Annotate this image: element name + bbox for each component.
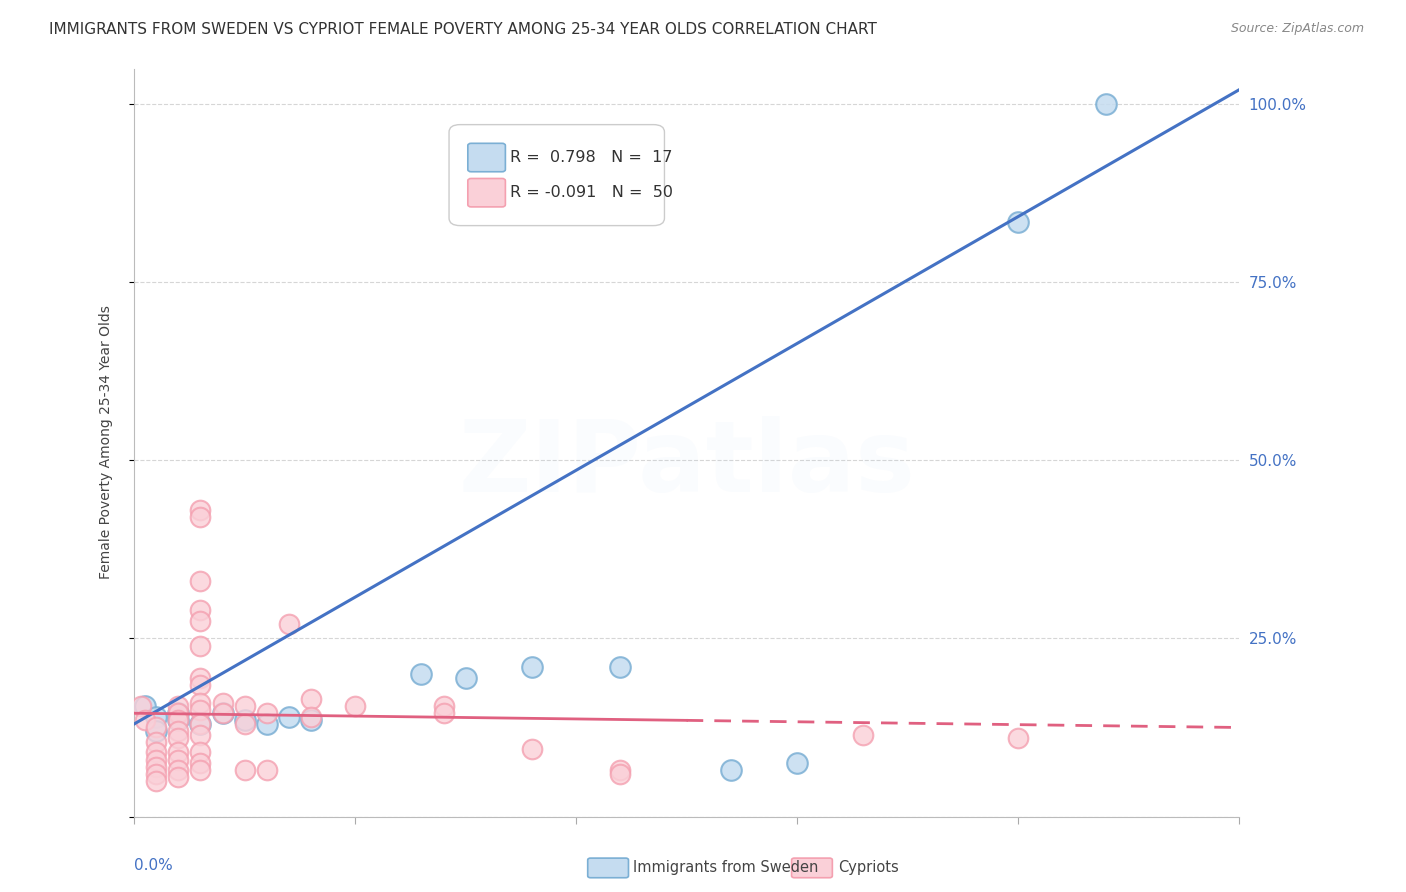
Point xyxy=(299,714,322,728)
FancyBboxPatch shape xyxy=(449,125,665,226)
Y-axis label: Female Poverty Among 25-34 Year Olds: Female Poverty Among 25-34 Year Olds xyxy=(100,306,114,580)
Point xyxy=(134,714,156,728)
Point xyxy=(1095,97,1118,112)
Text: Source: ZipAtlas.com: Source: ZipAtlas.com xyxy=(1230,22,1364,36)
Point xyxy=(609,766,631,780)
Point xyxy=(852,728,875,742)
Point xyxy=(609,763,631,777)
FancyBboxPatch shape xyxy=(468,144,505,172)
Point xyxy=(190,717,212,731)
Point xyxy=(167,724,190,739)
Point xyxy=(167,731,190,746)
Point xyxy=(211,706,233,721)
Text: IMMIGRANTS FROM SWEDEN VS CYPRIOT FEMALE POVERTY AMONG 25-34 YEAR OLDS CORRELATI: IMMIGRANTS FROM SWEDEN VS CYPRIOT FEMALE… xyxy=(49,22,877,37)
Point xyxy=(145,773,167,788)
Point xyxy=(145,766,167,780)
Point xyxy=(190,763,212,777)
Point xyxy=(520,660,543,674)
Point xyxy=(167,714,190,728)
Point xyxy=(145,724,167,739)
Point xyxy=(277,710,299,724)
Point xyxy=(190,671,212,685)
Point xyxy=(454,671,477,685)
Point xyxy=(190,614,212,628)
Point xyxy=(277,617,299,632)
Point xyxy=(211,696,233,710)
Point xyxy=(167,699,190,714)
Point xyxy=(190,503,212,517)
FancyBboxPatch shape xyxy=(468,178,505,207)
Point xyxy=(167,706,190,721)
Point xyxy=(129,699,152,714)
Point xyxy=(233,714,256,728)
Point xyxy=(190,746,212,760)
Point xyxy=(145,721,167,735)
Point xyxy=(256,717,278,731)
Point xyxy=(256,706,278,721)
Text: 0.0%: 0.0% xyxy=(134,858,173,872)
Point xyxy=(145,753,167,767)
Point xyxy=(256,763,278,777)
Point xyxy=(145,759,167,773)
Point xyxy=(190,574,212,589)
Point xyxy=(299,692,322,706)
Point xyxy=(190,639,212,653)
Point xyxy=(233,717,256,731)
Point xyxy=(520,742,543,756)
Point xyxy=(720,763,742,777)
Point xyxy=(145,746,167,760)
Text: Immigrants from Sweden: Immigrants from Sweden xyxy=(633,861,818,875)
Point xyxy=(167,770,190,784)
Point xyxy=(167,753,190,767)
Point xyxy=(190,696,212,710)
Point xyxy=(786,756,808,770)
Point xyxy=(190,678,212,692)
Point xyxy=(167,714,190,728)
Point xyxy=(299,710,322,724)
Point xyxy=(1007,215,1029,229)
Point xyxy=(167,706,190,721)
Point xyxy=(167,746,190,760)
Text: R = -0.091   N =  50: R = -0.091 N = 50 xyxy=(510,186,673,200)
Point xyxy=(190,703,212,717)
Point xyxy=(609,660,631,674)
Point xyxy=(190,603,212,617)
Point xyxy=(233,763,256,777)
Point xyxy=(233,699,256,714)
Text: R =  0.798   N =  17: R = 0.798 N = 17 xyxy=(510,150,672,165)
Point xyxy=(344,699,367,714)
Point xyxy=(190,717,212,731)
Point xyxy=(145,735,167,749)
Point xyxy=(190,510,212,524)
Point xyxy=(411,667,433,681)
Point xyxy=(432,699,454,714)
Point xyxy=(145,710,167,724)
Point xyxy=(190,728,212,742)
Point xyxy=(211,706,233,721)
Point xyxy=(1007,731,1029,746)
Point xyxy=(190,756,212,770)
Point xyxy=(134,699,156,714)
Text: Cypriots: Cypriots xyxy=(838,861,898,875)
Text: ZIPatlas: ZIPatlas xyxy=(458,417,915,514)
Point xyxy=(167,763,190,777)
Point xyxy=(432,706,454,721)
